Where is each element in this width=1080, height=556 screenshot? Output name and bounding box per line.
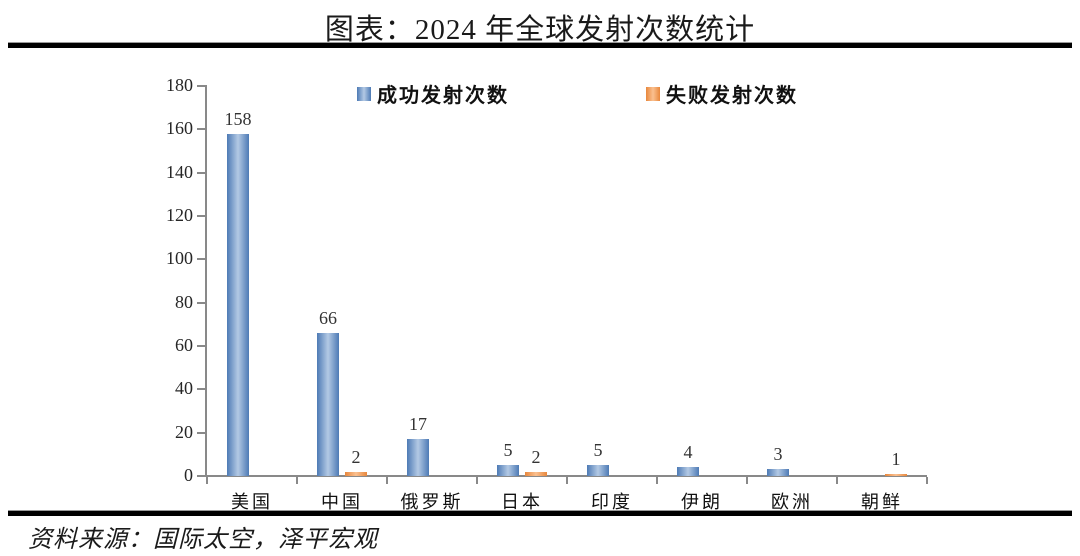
y-axis-tick-label: 0: [184, 465, 193, 485]
x-axis-tick: [386, 477, 388, 484]
bar-success-美国: [227, 134, 249, 476]
legend-item-success: 成功发射次数: [357, 79, 509, 108]
y-axis-tick: [197, 258, 205, 261]
x-axis-line: [205, 475, 927, 477]
bar-failure-日本: [525, 472, 547, 476]
bar-value-label-success-伊朗: 4: [683, 442, 693, 462]
y-axis-tick: [197, 431, 205, 434]
y-axis-tick: [197, 171, 205, 174]
category-label-伊朗: 伊朗: [681, 492, 723, 512]
category-label-日本: 日本: [501, 492, 543, 512]
y-axis-tick-label: 60: [175, 335, 193, 355]
chart-title: 图表：2024 年全球发射次数统计: [324, 14, 756, 46]
bottom-divider: [8, 510, 1072, 516]
y-axis-tick: [197, 345, 205, 347]
bar-failure-朝鲜: [885, 474, 907, 476]
bar-value-label-success-美国: 158: [224, 109, 252, 129]
legend-item-failure: 失败发射次数: [646, 79, 798, 108]
y-axis-tick-label: 100: [166, 248, 193, 269]
success-series-swatch-icon: [357, 86, 371, 101]
y-axis-tick-label: 80: [175, 291, 193, 312]
y-axis-tick: [197, 215, 205, 217]
legend-label-success: 成功发射次数: [377, 85, 509, 107]
y-axis-tick-label: 40: [175, 378, 193, 399]
category-label-美国: 美国: [231, 492, 273, 512]
bar-success-中国: [317, 333, 339, 476]
bar-value-label-success-日本: 5: [503, 440, 513, 460]
bar-value-label-failure-中国: 2: [351, 447, 361, 467]
bar-value-label-failure-朝鲜: 1: [891, 449, 901, 469]
bar-value-label-success-中国: 66: [319, 308, 337, 328]
y-axis-line: [205, 85, 207, 477]
bar-failure-中国: [345, 472, 367, 476]
top-divider: [8, 42, 1072, 48]
x-axis-tick: [926, 477, 928, 484]
y-axis-tick-label: 160: [166, 118, 193, 139]
x-axis-tick: [476, 477, 478, 484]
y-axis-tick: [197, 85, 205, 87]
bar-success-伊朗: [677, 467, 699, 476]
category-label-中国: 中国: [321, 492, 363, 512]
y-axis-tick-label: 20: [175, 421, 193, 442]
bar-value-label-failure-日本: 2: [531, 447, 541, 467]
x-axis-tick: [566, 477, 568, 484]
x-axis-tick: [746, 477, 748, 484]
y-axis-tick-label: 180: [166, 75, 193, 95]
category-label-朝鲜: 朝鲜: [861, 492, 903, 512]
y-axis-tick: [197, 128, 205, 131]
bar-value-label-success-俄罗斯: 17: [409, 414, 427, 434]
category-label-俄罗斯: 俄罗斯: [400, 492, 464, 512]
bar-success-俄罗斯: [407, 439, 429, 476]
y-axis-tick-label: 140: [166, 161, 193, 182]
x-axis-tick: [296, 477, 298, 484]
y-axis-tick: [197, 301, 205, 304]
y-axis-tick: [197, 388, 205, 391]
bar-success-印度: [587, 465, 609, 476]
bar-success-欧洲: [767, 469, 789, 476]
failure-series-swatch-icon: [646, 86, 660, 101]
bar-value-label-success-印度: 5: [593, 440, 603, 460]
x-axis-tick: [836, 477, 838, 484]
source-note: 资料来源：国际太空，泽平宏观: [28, 527, 378, 553]
category-label-印度: 印度: [591, 492, 633, 512]
bar-value-label-success-欧洲: 3: [773, 444, 783, 464]
x-axis-tick: [206, 477, 208, 484]
y-axis-tick: [197, 475, 205, 477]
category-label-欧洲: 欧洲: [771, 492, 813, 512]
x-axis-tick: [656, 477, 658, 484]
legend-label-failure: 失败发射次数: [666, 85, 798, 107]
y-axis-tick-label: 120: [166, 205, 193, 225]
bar-success-日本: [497, 465, 519, 476]
